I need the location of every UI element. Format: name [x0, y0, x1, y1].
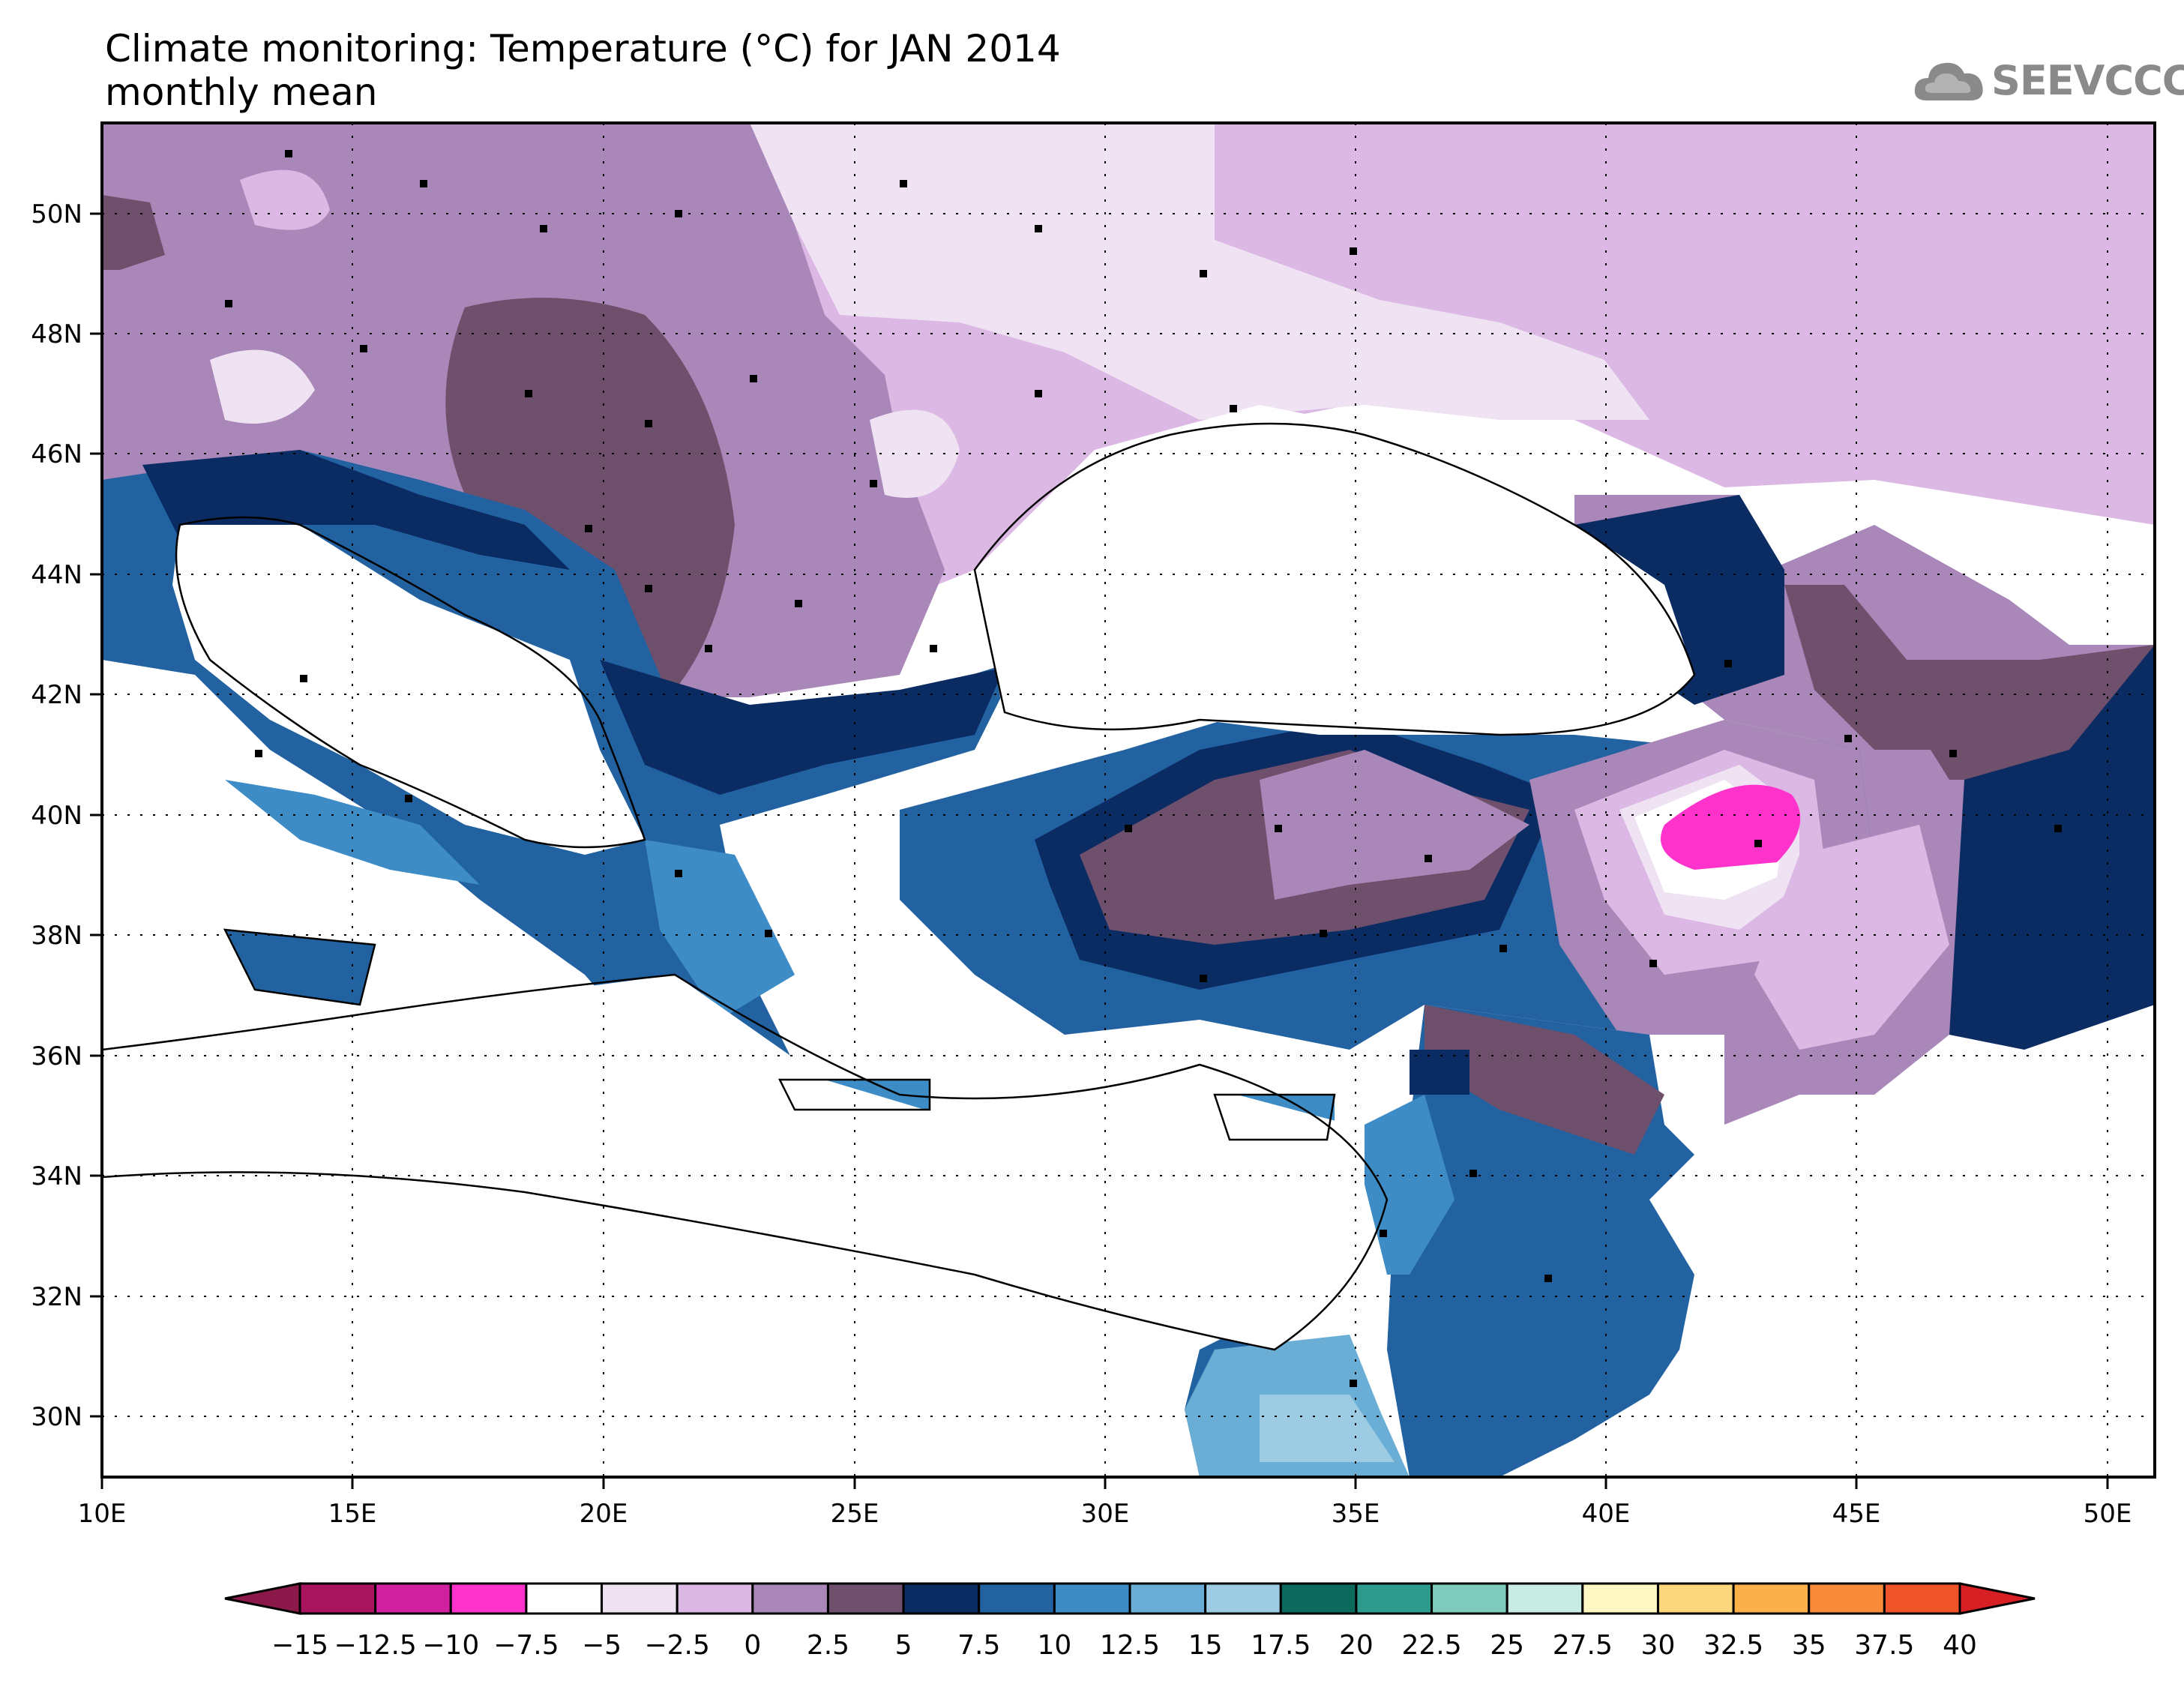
colorbar-label: 22.5: [1401, 1630, 1461, 1661]
lon-tick-label: 15E: [328, 1499, 377, 1529]
seevccc-logo: SEEVCCC: [1910, 48, 2184, 112]
lat-tick-label: 46N: [31, 439, 82, 469]
colorbar-box: [1732, 1582, 1811, 1615]
lon-tick-label: 10E: [78, 1499, 127, 1529]
temperature-field: [102, 123, 2155, 1477]
lon-tick-label: 40E: [1582, 1499, 1631, 1529]
lon-tick-label: 45E: [1832, 1499, 1881, 1529]
colorbar-box: [1128, 1582, 1207, 1615]
colorbar-label: 12.5: [1100, 1630, 1160, 1661]
colorbar-box: [751, 1582, 829, 1615]
tick-marks: [90, 212, 2109, 1489]
lat-tick-label: 36N: [31, 1041, 82, 1071]
logo-text: SEEVCCC: [1991, 57, 2184, 104]
colorbar-box: [1355, 1582, 1434, 1615]
colorbar-box: [449, 1582, 528, 1615]
colorbar-label: 0: [744, 1630, 761, 1661]
colorbar-label: 7.5: [957, 1630, 1000, 1661]
lon-tick-label: 20E: [580, 1499, 628, 1529]
colorbar-label: 30: [1641, 1630, 1676, 1661]
colorbar-box: [298, 1582, 377, 1615]
colorbar-label: 40: [1943, 1630, 1977, 1661]
colorbar-label: 25: [1490, 1630, 1524, 1661]
colorbar-box: [1204, 1582, 1282, 1615]
colorbar-box: [676, 1582, 754, 1615]
lat-tick-label: 44N: [31, 560, 82, 590]
lat-tick-labels: 30N 32N 34N 36N 38N 40N 42N 44N 46N 48N …: [31, 199, 82, 1432]
colorbar-label: 17.5: [1251, 1630, 1311, 1661]
colorbar-box: [525, 1582, 604, 1615]
colorbar-label: 37.5: [1854, 1630, 1914, 1661]
map-subtitle: monthly mean: [105, 70, 378, 114]
lat-tick-label: 48N: [31, 319, 82, 349]
colorbar-label: 10: [1037, 1630, 1071, 1661]
colorbar: −15 −12.5 −10 −7.5 −5 −2.5 0 2.5 5 7.5 10 12.5 15 17.…: [224, 1582, 2036, 1661]
lat-tick-label: 38N: [31, 921, 82, 951]
colorbar-box: [1581, 1582, 1659, 1615]
lon-tick-label: 50E: [2084, 1499, 2132, 1529]
colorbar-high-arrow: [1958, 1582, 2036, 1615]
map-title: Climate monitoring: Temperature (°C) for…: [105, 27, 1061, 70]
colorbar-label: −10: [422, 1630, 479, 1661]
lat-tick-label: 50N: [31, 199, 82, 229]
lat-tick-label: 40N: [31, 801, 82, 831]
colorbar-label: −12.5: [334, 1630, 416, 1661]
colorbar-box: [1656, 1582, 1735, 1615]
lon-tick-label: 35E: [1332, 1499, 1380, 1529]
colorbar-box: [826, 1582, 905, 1615]
cloud-icon: [1914, 62, 1983, 100]
colorbar-label: 20: [1339, 1630, 1374, 1661]
colorbar-box: [1505, 1582, 1584, 1615]
colorbar-box: [978, 1582, 1056, 1615]
colorbar-label: 2.5: [807, 1630, 849, 1661]
lat-tick-label: 34N: [31, 1161, 82, 1191]
colorbar-label: −5: [582, 1630, 622, 1661]
lon-tick-label: 30E: [1081, 1499, 1130, 1529]
colorbar-box: [1053, 1582, 1131, 1615]
lat-tick-label: 30N: [31, 1402, 82, 1432]
colorbar-label: 15: [1188, 1630, 1223, 1661]
station-markers: [225, 150, 2062, 1387]
lon-tick-labels: 10E 15E 20E 25E 30E 35E 40E 45E 50E: [78, 1499, 2132, 1529]
graticule: [102, 123, 2155, 1477]
map-frame: [100, 121, 2156, 1479]
colorbar-label: −7.5: [493, 1630, 559, 1661]
colorbar-label: 27.5: [1553, 1630, 1613, 1661]
colorbar-low-arrow: [224, 1582, 301, 1615]
colorbar-label: −2.5: [644, 1630, 709, 1661]
colorbar-box: [902, 1582, 981, 1615]
colorbar-label: 5: [895, 1630, 912, 1661]
colorbar-box: [1431, 1582, 1508, 1615]
colorbar-box: [374, 1582, 452, 1615]
colorbar-label: 32.5: [1703, 1630, 1763, 1661]
lon-tick-label: 25E: [831, 1499, 879, 1529]
colorbar-box: [601, 1582, 679, 1615]
colorbar-label: 35: [1792, 1630, 1826, 1661]
colorbar-label: −15: [271, 1630, 328, 1661]
colorbar-box: [1883, 1582, 1961, 1615]
lat-tick-label: 42N: [31, 680, 82, 710]
lat-tick-label: 32N: [31, 1282, 82, 1312]
colorbar-box: [1279, 1582, 1358, 1615]
coastlines: [102, 422, 1696, 1351]
colorbar-box: [1808, 1582, 1886, 1615]
